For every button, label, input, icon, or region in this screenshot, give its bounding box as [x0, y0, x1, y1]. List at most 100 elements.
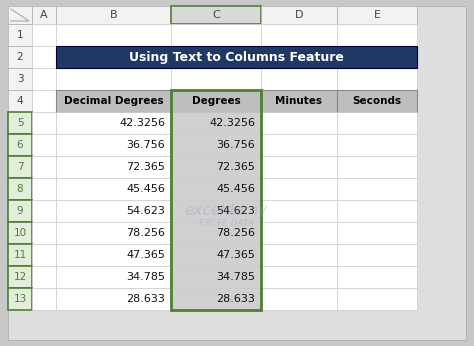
Bar	[8, 200, 32, 222]
Text: 34.785: 34.785	[126, 272, 165, 282]
Text: 78.256: 78.256	[126, 228, 165, 238]
Bar	[8, 288, 32, 310]
Bar	[171, 178, 261, 200]
Text: Minutes: Minutes	[275, 96, 322, 106]
Bar	[32, 156, 56, 178]
Text: 72.365: 72.365	[126, 162, 165, 172]
Bar	[56, 288, 171, 310]
Text: 28.633: 28.633	[216, 294, 255, 304]
Bar	[171, 156, 261, 178]
Bar	[171, 156, 261, 178]
Bar	[171, 288, 261, 310]
Bar	[56, 68, 171, 90]
Bar	[337, 244, 417, 266]
Bar	[261, 178, 337, 200]
Text: 10: 10	[13, 228, 27, 238]
Bar	[8, 178, 32, 200]
Text: 12: 12	[13, 272, 27, 282]
Bar	[32, 6, 56, 24]
Bar	[8, 24, 32, 46]
Bar	[8, 6, 32, 24]
Bar	[171, 266, 261, 288]
Bar	[32, 46, 56, 68]
Text: 36.756: 36.756	[126, 140, 165, 150]
Text: 8: 8	[17, 184, 23, 194]
Bar	[56, 222, 171, 244]
Bar	[171, 134, 261, 156]
Text: Decimal Degrees: Decimal Degrees	[64, 96, 164, 106]
Bar	[261, 112, 337, 134]
Text: Degrees: Degrees	[191, 96, 240, 106]
Bar	[337, 46, 417, 68]
Text: 1: 1	[17, 30, 23, 40]
Bar	[337, 90, 417, 112]
Bar	[171, 288, 261, 310]
Bar	[171, 222, 261, 244]
Bar	[56, 112, 171, 134]
Bar	[261, 244, 337, 266]
Bar	[8, 244, 32, 266]
Text: Seconds: Seconds	[353, 96, 401, 106]
Text: E: E	[374, 10, 381, 20]
Bar	[171, 244, 261, 266]
Bar	[261, 200, 337, 222]
Bar	[171, 68, 261, 90]
Bar	[8, 222, 32, 244]
Bar	[56, 156, 171, 178]
Text: exceldemy: exceldemy	[184, 203, 268, 219]
Text: 36.756: 36.756	[216, 140, 255, 150]
Bar	[261, 90, 337, 112]
Bar	[32, 266, 56, 288]
Bar	[56, 112, 171, 134]
Bar	[56, 288, 171, 310]
Text: 4: 4	[17, 96, 23, 106]
Bar	[171, 90, 261, 310]
Bar	[337, 156, 417, 178]
Text: 34.785: 34.785	[216, 272, 255, 282]
Bar	[171, 112, 261, 134]
Bar	[261, 90, 337, 112]
Bar	[261, 46, 337, 68]
Bar	[261, 134, 337, 156]
Bar	[337, 200, 417, 222]
Bar	[56, 90, 171, 112]
Text: 2: 2	[17, 52, 23, 62]
Bar	[32, 200, 56, 222]
Bar	[56, 90, 171, 112]
Bar	[337, 24, 417, 46]
Bar	[171, 266, 261, 288]
Bar	[32, 134, 56, 156]
Bar	[171, 24, 261, 46]
Bar	[171, 6, 261, 24]
Bar	[261, 244, 337, 266]
Text: Using Text to Columns Feature: Using Text to Columns Feature	[129, 51, 344, 64]
Bar	[32, 288, 56, 310]
Text: 13: 13	[13, 294, 27, 304]
Bar	[337, 90, 417, 112]
Text: 42.3256: 42.3256	[119, 118, 165, 128]
Text: EXCEL DATA: EXCEL DATA	[199, 219, 254, 228]
Bar	[261, 134, 337, 156]
Bar	[32, 112, 56, 134]
Bar	[56, 266, 171, 288]
Bar	[337, 244, 417, 266]
Bar	[171, 90, 261, 112]
Bar	[337, 266, 417, 288]
Bar	[261, 112, 337, 134]
Bar	[337, 200, 417, 222]
Bar	[261, 6, 337, 24]
Bar	[337, 134, 417, 156]
Bar	[56, 244, 171, 266]
Text: B: B	[109, 10, 117, 20]
Bar	[337, 134, 417, 156]
Bar	[56, 200, 171, 222]
Text: D: D	[295, 10, 303, 20]
Bar	[337, 222, 417, 244]
Bar	[337, 68, 417, 90]
Text: 45.456: 45.456	[216, 184, 255, 194]
Bar	[56, 222, 171, 244]
Bar	[56, 266, 171, 288]
Text: A: A	[40, 10, 48, 20]
Bar	[337, 178, 417, 200]
Bar	[56, 134, 171, 156]
